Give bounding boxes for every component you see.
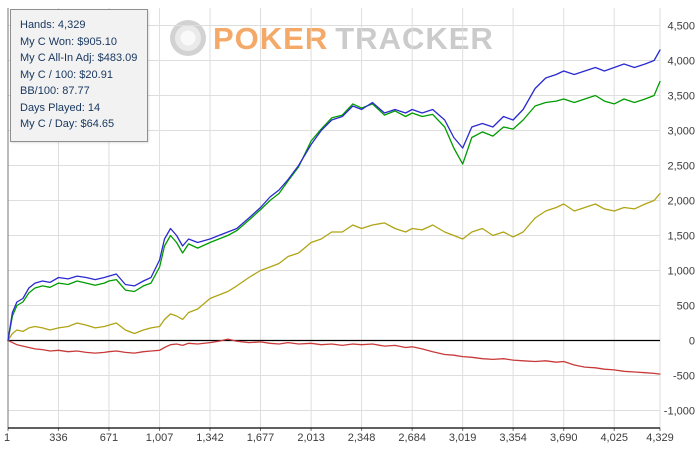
series-line-my-c-all-in-adj-green: [7, 80, 661, 342]
y-tick-label: 2,500: [667, 161, 695, 173]
stat-days-played: Days Played: 14: [20, 101, 101, 114]
stats-legend-box: Hands: 4,329 My C Won: $905.10 My C All-…: [10, 9, 149, 142]
stat-hands: Hands: 4,329: [20, 19, 86, 31]
y-tick-label: 4,000: [667, 56, 695, 68]
stat-my-c-per-day: My C / Day: $64.65: [20, 118, 115, 130]
x-tick-label: 4,025: [600, 432, 628, 444]
series-line-red-series: [7, 338, 661, 375]
y-tick-label: -500: [673, 371, 695, 383]
x-tick-label: 4,329: [646, 432, 674, 444]
y-tick-label: 1,500: [667, 231, 695, 243]
x-tick-label: 3,019: [449, 432, 477, 444]
x-tick-label: 3,354: [499, 432, 527, 444]
y-tick-label: 1,000: [667, 266, 695, 278]
x-tick-label: 1,342: [196, 432, 224, 444]
stat-my-c-per-100: My C / 100: $20.91: [20, 68, 113, 81]
y-tick-label: 4,500: [667, 21, 695, 33]
x-tick-label: 1: [4, 432, 10, 444]
y-tick-label: 3,500: [667, 91, 695, 103]
stat-bb-per-100: BB/100: 87.77: [20, 85, 90, 97]
x-tick-label: 1,007: [146, 432, 174, 444]
y-tick-label: 0: [689, 336, 695, 348]
series-line-my-c-won-blue: [7, 49, 661, 342]
y-tick-label: -1,000: [664, 406, 695, 418]
series-line-olive-series: [7, 192, 661, 342]
y-tick-label: 2,000: [667, 196, 695, 208]
x-tick-label: 3,690: [550, 432, 578, 444]
x-tick-label: 1,677: [247, 432, 275, 444]
stat-my-c-allin-adj: My C All-In Adj: $483.09: [20, 52, 138, 64]
y-tick-label: 3,000: [667, 126, 695, 138]
stat-my-c-won: My C Won: $905.10: [20, 35, 118, 48]
y-tick-label: 500: [677, 301, 695, 313]
x-tick-label: 2,348: [348, 432, 376, 444]
x-tick-label: 671: [100, 432, 118, 444]
x-tick-label: 2,013: [297, 432, 325, 444]
x-tick-label: 2,684: [398, 432, 426, 444]
x-tick-label: 336: [49, 432, 67, 444]
